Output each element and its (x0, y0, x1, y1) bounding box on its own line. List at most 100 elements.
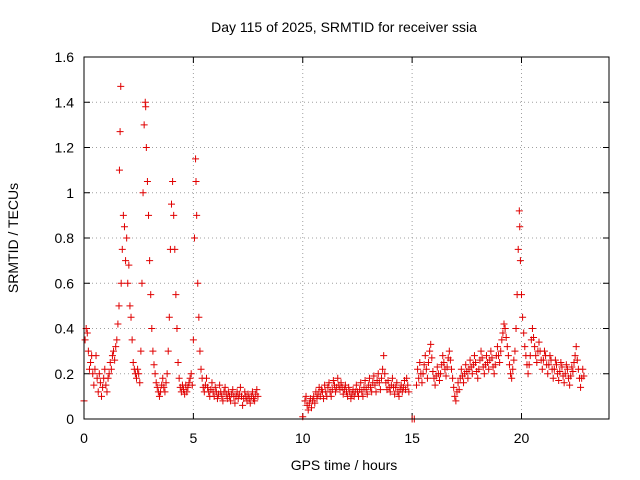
data-point (452, 397, 460, 405)
data-point (203, 374, 210, 382)
ticks (83, 56, 609, 420)
data-point (101, 365, 109, 373)
data-point (194, 279, 202, 287)
data-point (114, 320, 122, 328)
data-point (504, 352, 512, 360)
data-point (164, 347, 172, 355)
data-point (153, 383, 161, 391)
data-point (95, 370, 103, 378)
data-point (475, 365, 483, 373)
data-point (332, 388, 340, 396)
tick-labels: 0 0.2 0.4 0.6 0.8 1 1.2 1.4 1.6 0 5 10 15 20 (55, 49, 530, 446)
data-point (219, 397, 227, 405)
data-point (142, 144, 150, 151)
data-point (440, 358, 448, 366)
data-point (426, 347, 434, 355)
data-point (442, 372, 450, 380)
data-point (446, 356, 454, 364)
data-point (159, 374, 167, 382)
data-point (546, 352, 554, 360)
data-point (516, 223, 524, 231)
data-point (427, 340, 435, 348)
data-point (119, 211, 127, 219)
data-point (117, 279, 125, 287)
data-point (301, 397, 309, 405)
data-point (490, 370, 498, 378)
data-point (359, 392, 367, 400)
data-point (125, 261, 133, 269)
data-point (403, 374, 411, 382)
data-point (386, 388, 394, 396)
data-point (535, 338, 543, 346)
data-point (183, 388, 191, 396)
data-point (311, 399, 319, 407)
data-point (376, 386, 384, 394)
data-point (511, 347, 519, 355)
data-point (148, 325, 156, 332)
data-point (171, 245, 179, 253)
data-point (137, 347, 145, 355)
data-point (499, 329, 507, 337)
data-point (135, 370, 143, 378)
data-point (362, 386, 370, 394)
data-point (450, 383, 458, 391)
data-point (501, 325, 509, 332)
data-point (561, 370, 569, 378)
data-point (553, 361, 560, 369)
data-point (378, 374, 385, 382)
data-point (466, 356, 474, 364)
data-point (140, 121, 148, 129)
data-point (352, 381, 360, 389)
x-tick-label: 0 (80, 430, 88, 446)
data-point (560, 379, 568, 387)
data-point (425, 358, 433, 366)
data-point (515, 207, 523, 215)
data-point (128, 336, 136, 344)
data-point (162, 379, 170, 387)
data-point (545, 361, 553, 369)
data-point (147, 291, 155, 299)
data-point (451, 392, 459, 400)
data-point (231, 399, 239, 407)
data-point (334, 374, 342, 382)
data-point (89, 370, 97, 378)
data-point (568, 363, 576, 371)
data-point (138, 279, 146, 287)
data-point (524, 370, 532, 378)
x-tick-label: 15 (404, 430, 420, 446)
data-point (423, 374, 431, 382)
data-point (124, 279, 132, 287)
x-tick-label: 10 (295, 430, 311, 446)
data-point (120, 223, 128, 231)
data-point (395, 392, 403, 400)
data-point (468, 370, 476, 378)
data-point (532, 352, 540, 360)
data-point (93, 374, 101, 382)
data-point (175, 374, 183, 382)
data-point (507, 370, 515, 378)
data-point (518, 291, 525, 299)
data-point (236, 383, 244, 391)
data-point (495, 352, 503, 360)
data-point (577, 383, 585, 391)
data-point (87, 358, 95, 366)
data-point (186, 374, 194, 382)
data-point (184, 383, 192, 391)
data-point (566, 381, 574, 389)
data-point (227, 397, 235, 405)
data-point (136, 379, 144, 387)
data-point (106, 358, 114, 366)
data-point (528, 325, 536, 332)
data-point (107, 365, 115, 373)
data-point (168, 200, 175, 208)
data-point (149, 347, 157, 355)
data-point (487, 347, 495, 355)
data-point (572, 343, 580, 351)
data-point (115, 302, 123, 310)
data-point (174, 358, 182, 366)
data-point (549, 374, 557, 382)
data-point (169, 177, 177, 185)
data-point (365, 374, 373, 382)
data-point (502, 334, 510, 342)
